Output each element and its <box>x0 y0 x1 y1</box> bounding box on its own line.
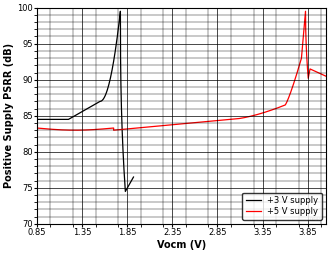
+3 V supply <box>123 185 127 188</box>
+5 V supply <box>63 129 67 132</box>
Y-axis label: Positive Supply PSRR (dB): Positive Supply PSRR (dB) <box>4 43 14 188</box>
+5 V supply <box>86 128 90 131</box>
+5 V supply <box>304 10 308 13</box>
+5 V supply <box>35 126 39 130</box>
X-axis label: Vocm (V): Vocm (V) <box>157 240 206 250</box>
+3 V supply <box>123 190 127 193</box>
+3 V supply <box>127 183 131 186</box>
+5 V supply <box>246 115 250 118</box>
+5 V supply <box>183 122 187 125</box>
Line: +3 V supply: +3 V supply <box>37 11 134 192</box>
+5 V supply <box>161 124 165 127</box>
+3 V supply <box>35 118 39 121</box>
Line: +5 V supply: +5 V supply <box>37 11 326 130</box>
+3 V supply <box>112 60 115 63</box>
+5 V supply <box>239 117 243 120</box>
+3 V supply <box>109 74 113 77</box>
+5 V supply <box>112 129 115 132</box>
+3 V supply <box>119 112 123 115</box>
Text: D045: D045 <box>310 217 323 222</box>
+3 V supply <box>132 176 136 179</box>
Legend: +3 V supply, +5 V supply: +3 V supply, +5 V supply <box>242 193 322 220</box>
+3 V supply <box>74 113 78 116</box>
+3 V supply <box>118 10 122 13</box>
+5 V supply <box>324 75 328 78</box>
